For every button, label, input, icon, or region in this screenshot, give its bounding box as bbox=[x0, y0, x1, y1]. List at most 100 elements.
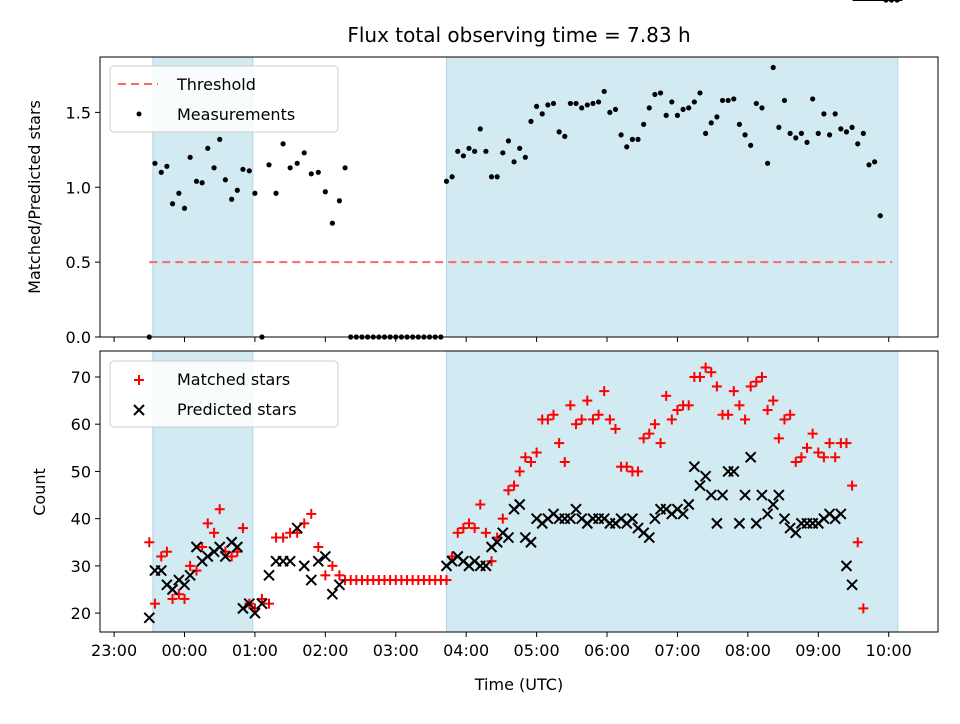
predicted-star-point bbox=[711, 517, 723, 530]
y-tick-label: 70 bbox=[71, 368, 91, 387]
matched-star-point bbox=[531, 447, 542, 458]
predicted-star-point bbox=[564, 512, 577, 525]
matched-star-point bbox=[520, 452, 531, 463]
matched-star-point bbox=[469, 523, 480, 534]
bottom-x-ticks: 23:00 00:00 01:00 02:00 03:00 04:00 05:00 06:00… bbox=[91, 632, 912, 660]
x-tick-label: 09:00 bbox=[795, 641, 841, 660]
matched-star-point bbox=[672, 405, 683, 416]
matched-star-point bbox=[666, 414, 677, 425]
measurement-point bbox=[336, 198, 343, 204]
matched-star-point bbox=[464, 518, 475, 529]
measurement-point bbox=[601, 88, 607, 95]
measurement-point bbox=[832, 111, 838, 117]
measurement-point bbox=[567, 100, 574, 107]
measurement-point bbox=[217, 136, 223, 142]
predicted-star-point bbox=[143, 612, 156, 624]
matched-star-point bbox=[452, 527, 463, 538]
matched-star-point bbox=[768, 395, 779, 406]
matched-star-point bbox=[649, 419, 660, 430]
predicted-star-point bbox=[677, 508, 689, 520]
matched-star-point bbox=[509, 480, 520, 491]
matched-star-point bbox=[144, 537, 155, 548]
measurement-point bbox=[703, 130, 709, 136]
measurement-point bbox=[539, 111, 545, 117]
measurement-point bbox=[736, 121, 743, 127]
predicted-star-point bbox=[716, 489, 729, 501]
matched-star-point bbox=[621, 461, 632, 472]
y-tick-label: 50 bbox=[71, 462, 91, 481]
measurement-point bbox=[872, 159, 878, 165]
x-tick-label: 02:00 bbox=[302, 641, 348, 660]
predicted-star-point bbox=[326, 588, 339, 600]
measurement-point bbox=[329, 220, 335, 226]
matched-star-point bbox=[237, 523, 248, 534]
matched-star-point bbox=[661, 390, 672, 401]
measurement-point bbox=[826, 132, 833, 138]
matched-star-point bbox=[209, 527, 220, 538]
measurement-point bbox=[877, 213, 883, 219]
measurement-point bbox=[641, 121, 647, 127]
matched-star-point bbox=[599, 386, 610, 397]
x-tick-label: 04:00 bbox=[443, 641, 489, 660]
matched-star-point bbox=[683, 400, 694, 411]
predicted-star-point bbox=[525, 536, 537, 548]
top-legend-box bbox=[109, 65, 339, 133]
measurement-point bbox=[680, 106, 686, 113]
matched-star-point bbox=[655, 438, 666, 449]
measurement-point bbox=[748, 142, 754, 148]
predicted-star-point bbox=[190, 541, 203, 553]
count-panel: 20 30 40 50 60 70 23:00 00:00 01:00 02:00 03:00 04… bbox=[30, 0, 939, 694]
y-tick-label: 0.0 bbox=[66, 328, 91, 347]
matched-star-point bbox=[542, 414, 553, 425]
bottom-axes-frame bbox=[99, 350, 939, 633]
y-tick-label: 20 bbox=[71, 604, 91, 623]
y-tick-label: 1.0 bbox=[66, 178, 91, 197]
matched-star-point bbox=[644, 428, 655, 439]
measurement-point bbox=[607, 109, 613, 116]
measurement-point bbox=[466, 145, 472, 151]
matched-star-point bbox=[185, 560, 196, 571]
predicted-star-point bbox=[778, 512, 791, 525]
predicted-star-point bbox=[480, 560, 492, 572]
measurement-point bbox=[787, 130, 793, 136]
predicted-star-point bbox=[773, 489, 785, 501]
measurement-point bbox=[669, 99, 675, 105]
matched-star-point bbox=[214, 504, 225, 515]
matched-star-point bbox=[149, 598, 160, 609]
legend-matched-swatch bbox=[134, 375, 144, 385]
measurement-point bbox=[322, 189, 328, 195]
predicted-star-point bbox=[502, 531, 515, 544]
measurement-point bbox=[477, 126, 483, 132]
x-tick-label: 05:00 bbox=[514, 641, 560, 660]
predicted-star-point bbox=[263, 569, 275, 582]
shaded-interval-2 bbox=[445, 56, 899, 338]
measurement-point bbox=[494, 174, 500, 180]
matched-star-point bbox=[167, 593, 178, 604]
measurement-point bbox=[770, 64, 776, 71]
measurement-point bbox=[686, 105, 692, 111]
matched-star-point bbox=[503, 485, 514, 496]
measurement-point bbox=[528, 118, 534, 124]
predicted-star-point bbox=[570, 503, 582, 515]
measurement-point bbox=[169, 201, 176, 207]
matched-star-point bbox=[554, 438, 565, 449]
measurement-point bbox=[821, 111, 827, 117]
measurement-point bbox=[579, 105, 585, 111]
matched-star-point bbox=[852, 537, 863, 548]
predicted-star-point bbox=[202, 550, 214, 563]
measurement-point bbox=[483, 148, 489, 154]
measurement-point bbox=[181, 205, 188, 211]
predicted-star-point bbox=[643, 531, 655, 544]
measurement-point bbox=[849, 124, 855, 130]
legend-measurements-swatch bbox=[136, 111, 142, 117]
predicted-star-point bbox=[513, 498, 526, 511]
measurement-point bbox=[691, 99, 697, 105]
matched-star-point bbox=[723, 409, 734, 420]
top-y-axis-label: Matched/Predicted stars bbox=[25, 100, 44, 294]
predicted-star-point bbox=[166, 583, 179, 596]
matched-star-point bbox=[756, 371, 767, 382]
predicted-star-point bbox=[626, 512, 639, 525]
predicted-star-point bbox=[699, 470, 712, 482]
matched-star-point bbox=[802, 442, 813, 453]
x-tick-label: 10:00 bbox=[866, 641, 912, 660]
